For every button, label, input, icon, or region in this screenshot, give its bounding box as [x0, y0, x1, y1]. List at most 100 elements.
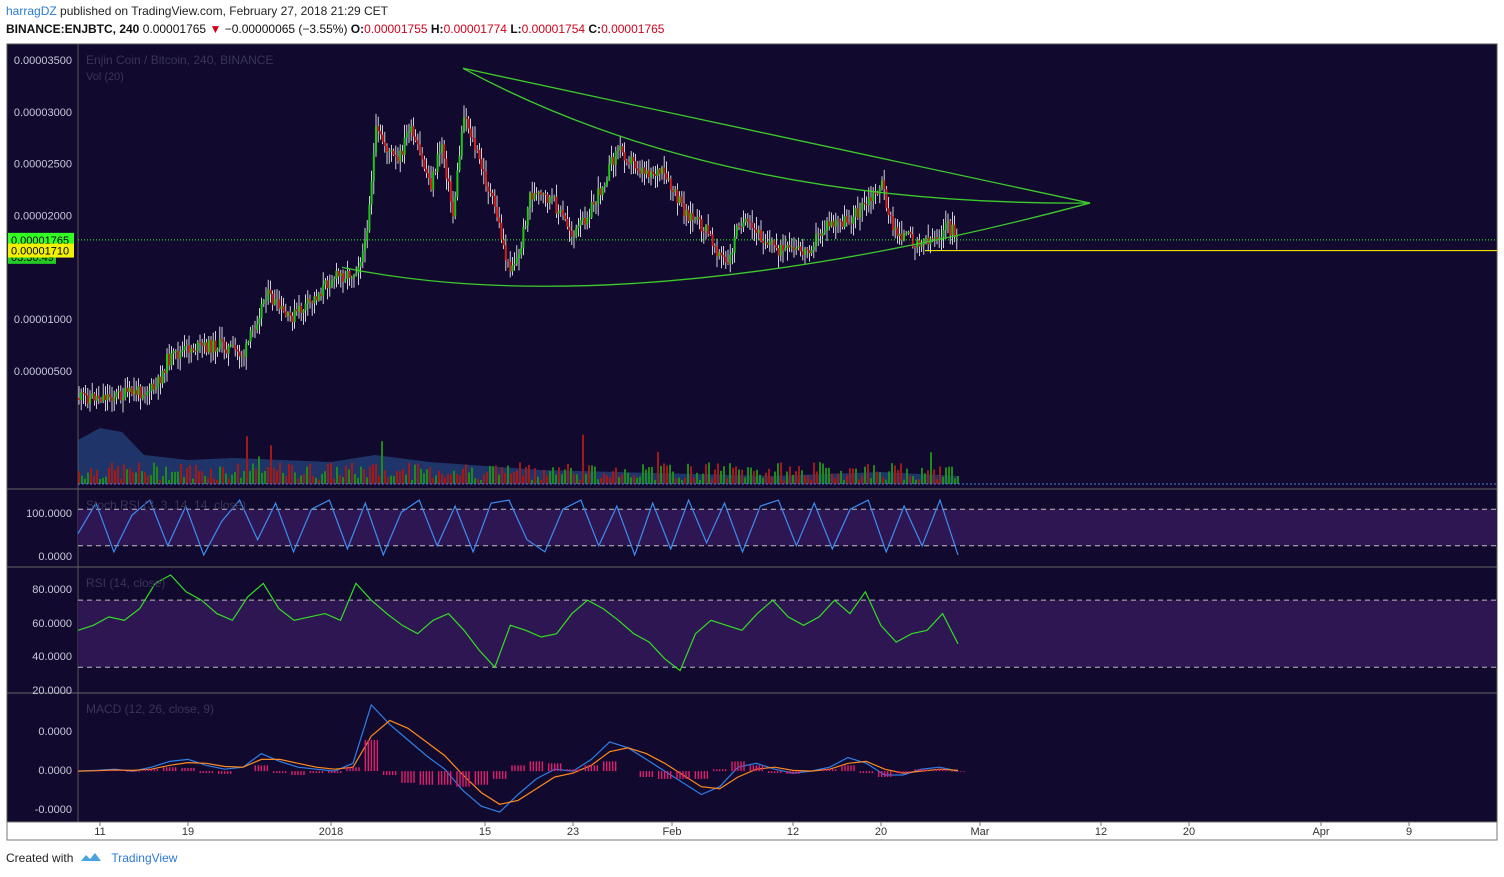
- volume-bar: [108, 467, 110, 484]
- candle-body: [843, 216, 846, 228]
- volume-bar: [936, 479, 938, 484]
- candle-body: [839, 220, 842, 222]
- volume-bar: [717, 463, 719, 484]
- open-label: O:: [350, 22, 365, 36]
- candle-body: [768, 242, 771, 245]
- volume-bar: [771, 476, 773, 484]
- candle-body: [540, 191, 542, 195]
- candle-body: [786, 244, 789, 248]
- tradingview-logo-icon: [79, 851, 103, 866]
- candle-body: [247, 341, 250, 344]
- candle-body: [914, 246, 916, 248]
- candle-body: [821, 232, 824, 236]
- candle-body: [810, 250, 813, 254]
- volume-bar: [192, 478, 194, 484]
- close-label: C:: [588, 22, 602, 36]
- candle-body: [97, 395, 100, 399]
- candle-body: [907, 231, 910, 234]
- candle-body: [848, 222, 850, 224]
- candle-body: [845, 216, 848, 223]
- candle-body: [665, 173, 668, 180]
- candle-body: [581, 217, 584, 221]
- oscillator-title: MACD (12, 26, close, 9): [86, 702, 214, 716]
- candle-body: [207, 339, 210, 353]
- candle-body: [511, 265, 514, 272]
- candle-body: [485, 171, 487, 187]
- volume-bar: [486, 472, 488, 484]
- volume-bar: [501, 467, 503, 484]
- volume-bar: [399, 471, 401, 484]
- volume-bar: [381, 441, 383, 484]
- volume-bar: [522, 475, 524, 484]
- volume-bar: [756, 469, 758, 484]
- candle-body: [144, 394, 146, 396]
- candle-body: [905, 233, 908, 235]
- volume-bar: [600, 477, 602, 484]
- price-tick-label: 0.00003000: [14, 107, 72, 119]
- candle-body: [716, 246, 718, 257]
- candle-body: [95, 395, 98, 401]
- volume-bar: [258, 456, 260, 484]
- candle-body: [738, 225, 740, 227]
- candle-body: [405, 132, 408, 138]
- resistance-arc: [462, 67, 1091, 204]
- candle-body: [496, 206, 498, 218]
- volume-label: Vol (20): [86, 71, 124, 83]
- candle-body: [122, 397, 124, 401]
- candle-body: [595, 203, 597, 205]
- volume-bar: [114, 470, 116, 484]
- high-label: H:: [430, 22, 444, 36]
- volume-bar: [135, 472, 137, 484]
- candle-body: [172, 351, 175, 354]
- candle-body: [432, 171, 435, 190]
- volume-bar: [456, 473, 458, 484]
- candle-body: [696, 217, 699, 220]
- candle-body: [806, 248, 809, 251]
- low-label: L:: [510, 22, 522, 36]
- candle-body: [108, 394, 111, 398]
- candle-body: [476, 149, 479, 151]
- volume-bar: [741, 469, 743, 484]
- candle-body: [744, 218, 747, 223]
- volume-bar: [561, 474, 563, 484]
- volume-bar: [432, 477, 434, 484]
- volume-bar: [414, 464, 416, 484]
- volume-bar: [237, 463, 239, 484]
- low-value: 0.00001754: [521, 22, 586, 36]
- volume-bar: [393, 476, 395, 484]
- time-tick-label: 11: [94, 826, 105, 838]
- candle-body: [672, 190, 674, 192]
- volume-bar: [711, 478, 713, 484]
- volume-bar: [570, 467, 572, 484]
- candle-body: [240, 356, 243, 358]
- volume-bar: [906, 468, 908, 484]
- oscillator-series-line: [77, 719, 959, 805]
- volume-bar: [876, 471, 878, 484]
- candle-body: [764, 242, 767, 244]
- candle-body: [940, 236, 943, 238]
- candle-body: [355, 272, 358, 276]
- volume-bar: [453, 470, 455, 484]
- volume-bar: [300, 475, 302, 484]
- volume-bar: [102, 477, 104, 484]
- candle-body: [903, 233, 905, 241]
- volume-bar: [894, 465, 896, 484]
- candle-body: [722, 255, 725, 257]
- volume-bar: [666, 465, 668, 484]
- candle-body: [425, 168, 428, 174]
- candle-body: [168, 353, 171, 366]
- oscillator-title: Stoch RSI (3, 3, 14, 14, close): [86, 498, 246, 512]
- volume-bar: [510, 473, 512, 484]
- candle-body: [881, 180, 883, 189]
- candle-body: [267, 289, 270, 301]
- candle-body: [625, 160, 628, 163]
- ohlc-line: BINANCE:ENJBTC, 240 0.00001765 ▼ −0.0000…: [6, 22, 664, 36]
- candle-body: [687, 209, 690, 222]
- candle-body: [401, 150, 404, 155]
- author-link[interactable]: harragDZ: [6, 4, 57, 18]
- candle-body: [223, 341, 226, 350]
- tradingview-link[interactable]: TradingView: [111, 851, 178, 865]
- volume-bar: [627, 472, 629, 484]
- candle-body: [731, 252, 734, 255]
